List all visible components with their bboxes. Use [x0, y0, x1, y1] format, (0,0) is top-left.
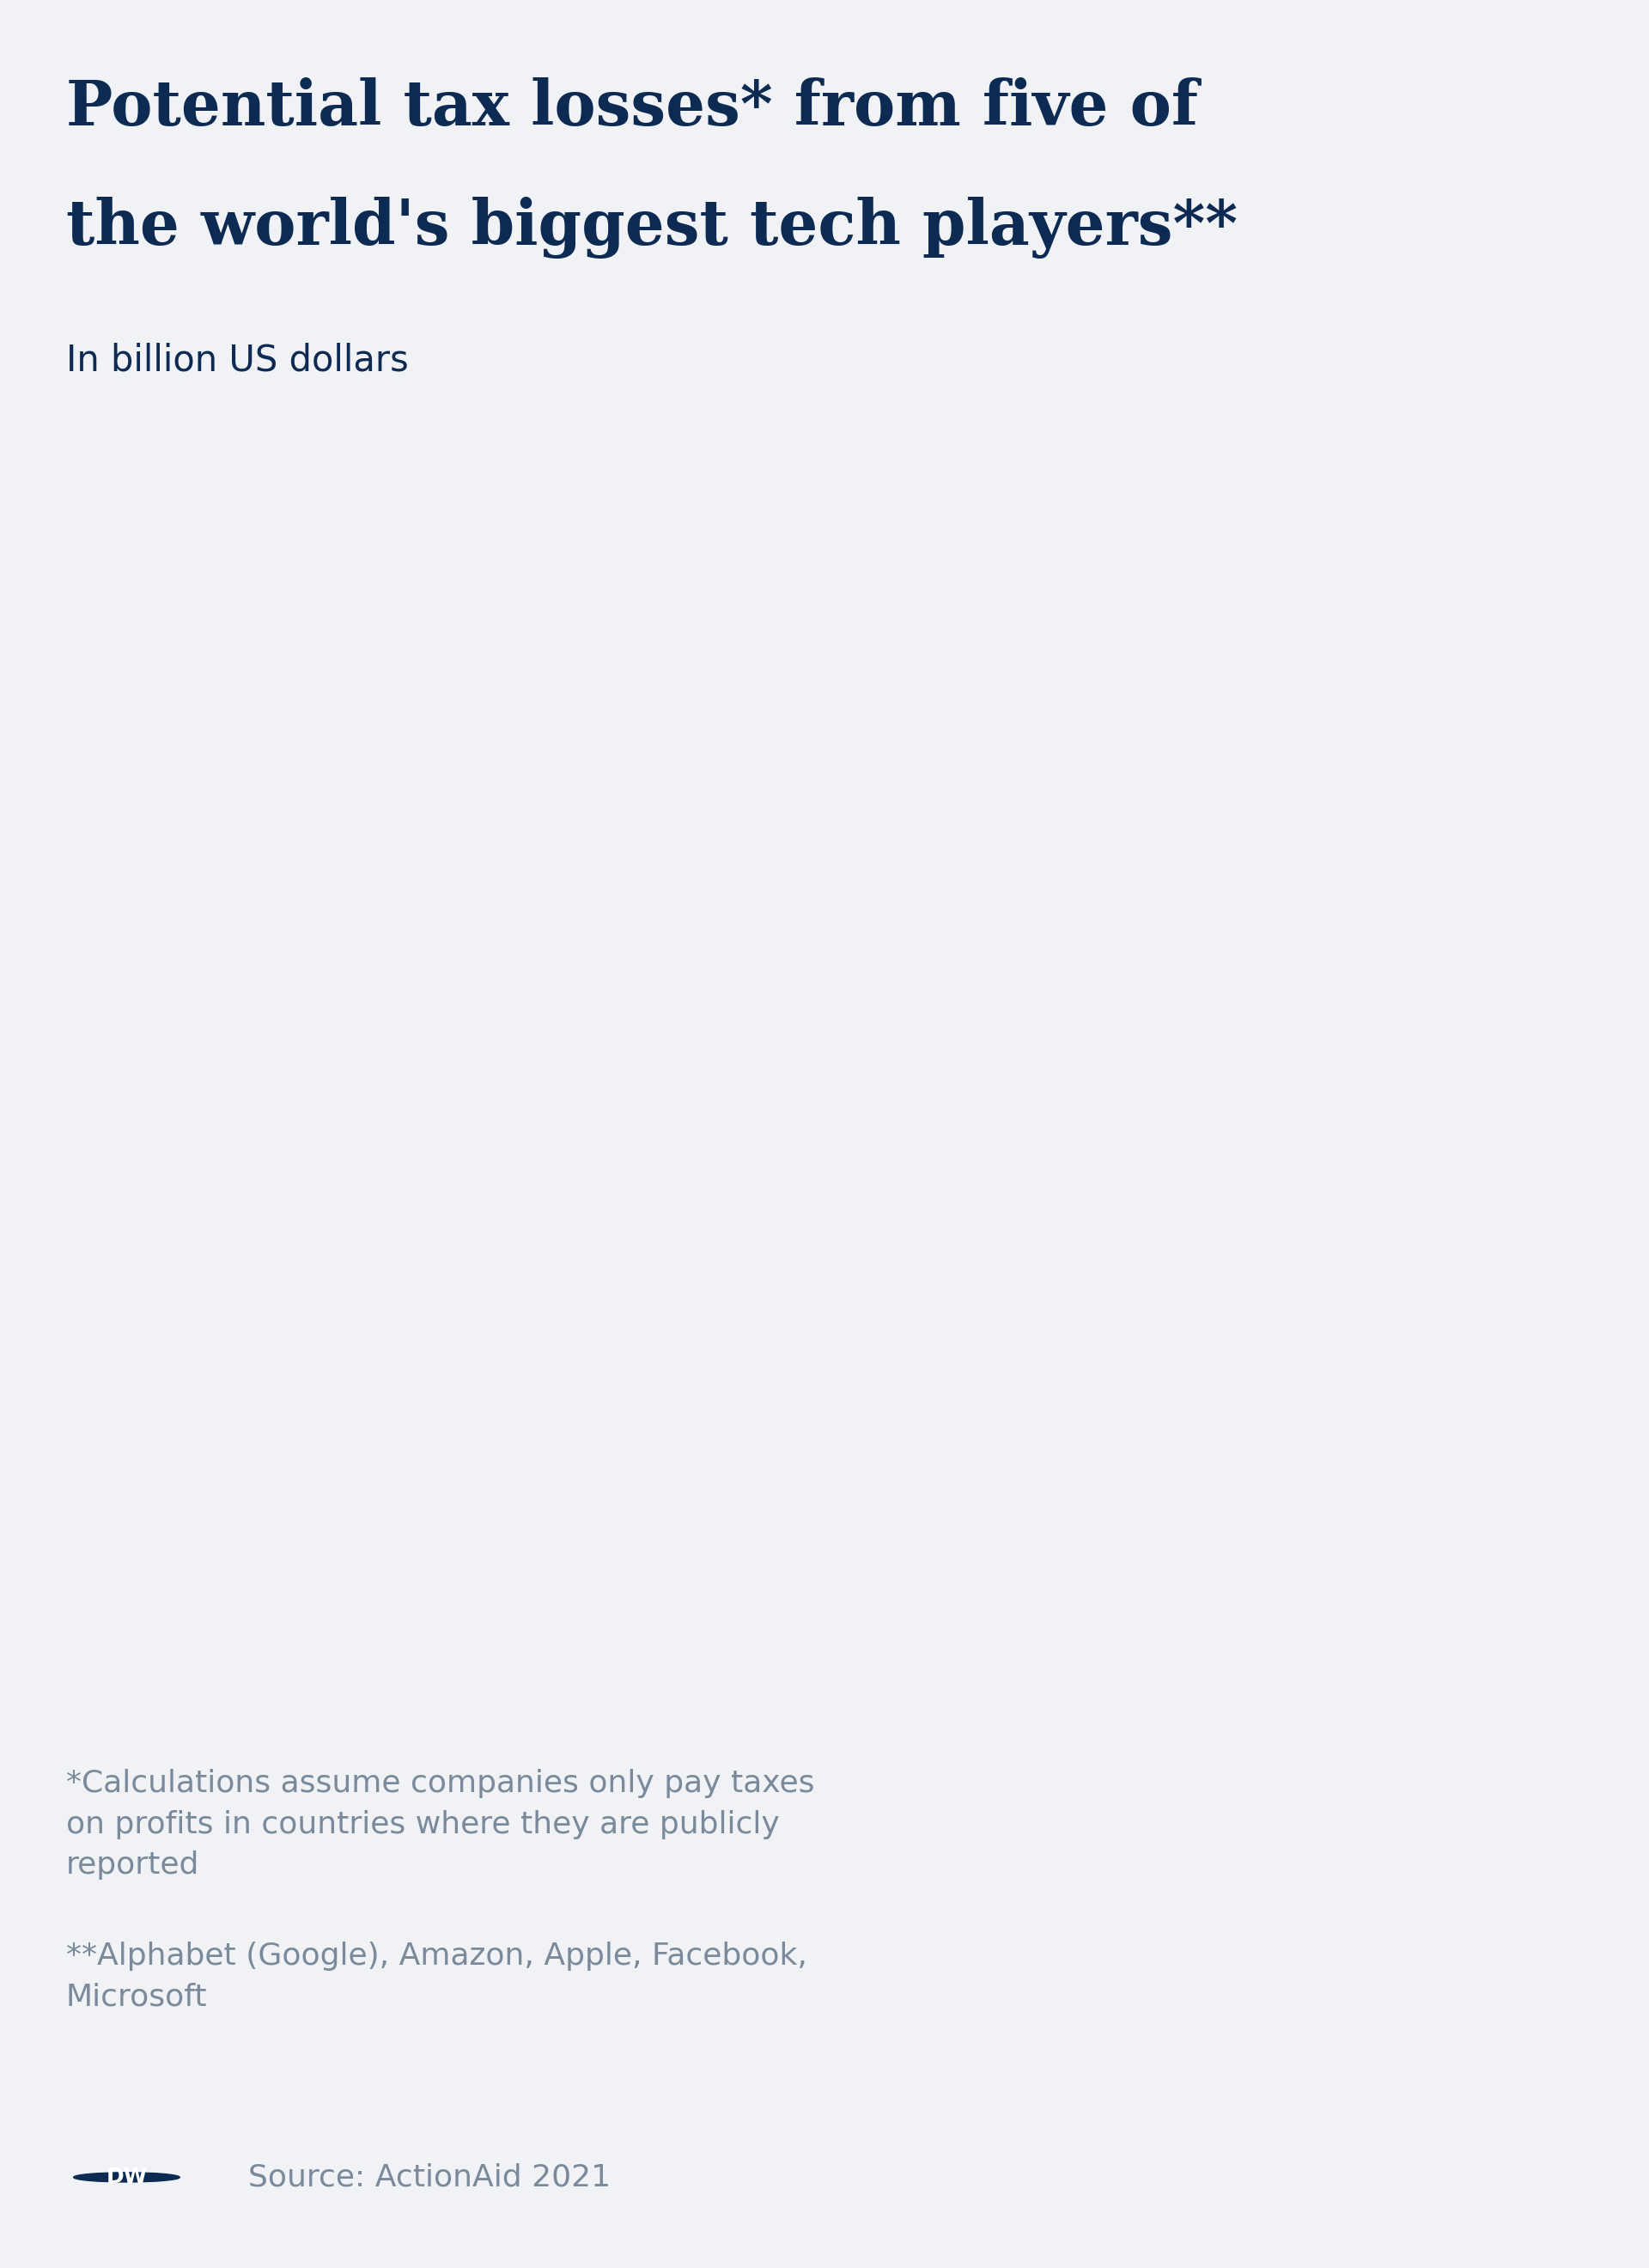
Circle shape — [74, 2173, 180, 2182]
Text: the world's biggest tech players**: the world's biggest tech players** — [66, 197, 1237, 259]
Text: *Calculations assume companies only pay taxes
on profits in countries where they: *Calculations assume companies only pay … — [66, 1769, 815, 1880]
Text: Potential tax losses* from five of: Potential tax losses* from five of — [66, 77, 1197, 138]
Text: In billion US dollars: In billion US dollars — [66, 342, 409, 379]
Text: DW: DW — [106, 2166, 147, 2189]
Text: **Alphabet (Google), Amazon, Apple, Facebook,
Microsoft: **Alphabet (Google), Amazon, Apple, Face… — [66, 1941, 806, 2012]
Text: Source: ActionAid 2021: Source: ActionAid 2021 — [247, 2164, 610, 2191]
